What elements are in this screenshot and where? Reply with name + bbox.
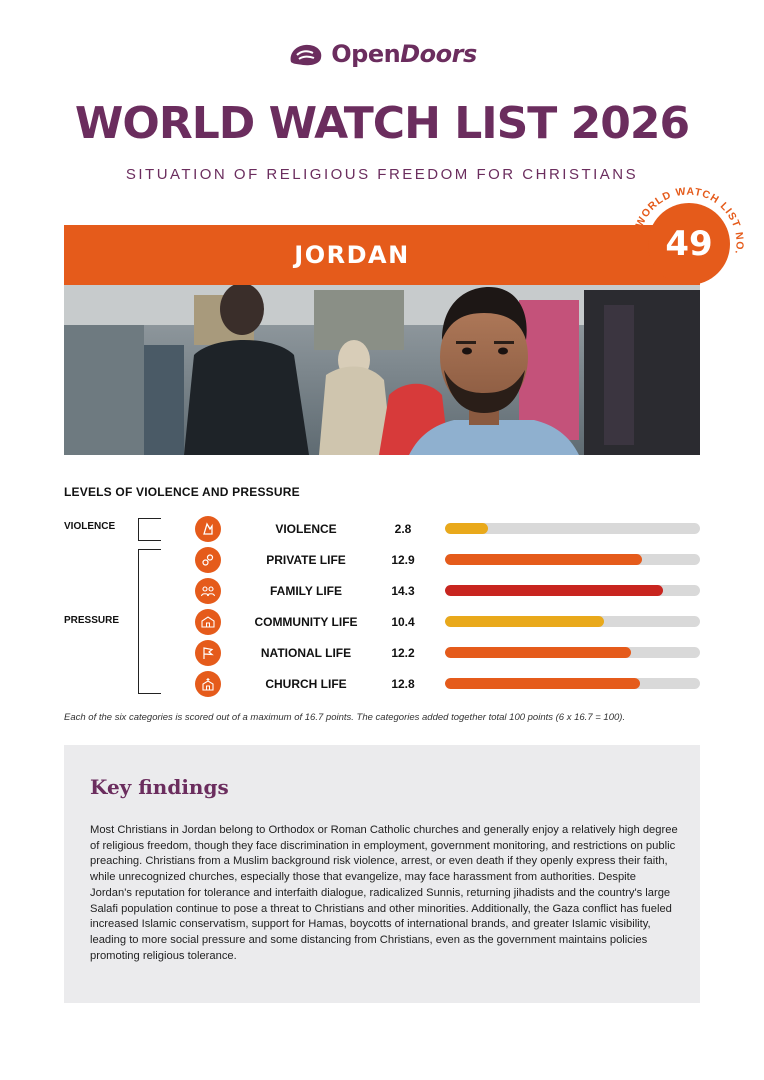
levels-title: LEVELS OF VIOLENCE AND PRESSURE bbox=[64, 485, 300, 499]
community-life-icon bbox=[195, 609, 221, 635]
level-label: FAMILY LIFE bbox=[269, 584, 342, 598]
violence-side-label: VIOLENCE bbox=[64, 521, 116, 532]
brand-name: OpenDoors bbox=[331, 40, 477, 68]
level-label: VIOLENCE bbox=[275, 522, 337, 536]
level-bar-track bbox=[445, 523, 700, 534]
church-life-icon bbox=[195, 671, 221, 697]
level-bar-track bbox=[445, 554, 700, 565]
pressure-side-label: PRESSURE bbox=[64, 615, 120, 626]
country-name: JORDAN bbox=[294, 241, 410, 269]
level-score: 12.9 bbox=[391, 553, 415, 567]
level-label: NATIONAL LIFE bbox=[260, 646, 352, 660]
rank-badge: WORLD WATCH LIST NO. 49 bbox=[628, 180, 744, 296]
level-label: PRIVATE LIFE bbox=[266, 553, 346, 567]
level-row-community-life: COMMUNITY LIFE 10.4 bbox=[0, 608, 764, 636]
level-row-violence: VIOLENCE 2.8 bbox=[0, 515, 764, 543]
level-score: 10.4 bbox=[391, 615, 415, 629]
level-bar-track bbox=[445, 647, 700, 658]
level-label: CHURCH LIFE bbox=[265, 677, 347, 691]
national-life-icon bbox=[195, 640, 221, 666]
page-title: WORLD WATCH LIST 2026 bbox=[74, 98, 690, 149]
country-banner: JORDAN bbox=[64, 225, 700, 285]
level-bar-fill bbox=[445, 647, 632, 658]
private-life-icon bbox=[195, 547, 221, 573]
level-bar-fill bbox=[445, 616, 604, 627]
level-bar-fill bbox=[445, 585, 664, 596]
violence-icon bbox=[195, 516, 221, 542]
level-label: COMMUNITY LIFE bbox=[254, 615, 358, 629]
level-score: 14.3 bbox=[391, 584, 415, 598]
level-score: 12.8 bbox=[391, 677, 415, 691]
level-row-private-life: PRIVATE LIFE 12.9 bbox=[0, 546, 764, 574]
level-bar-fill bbox=[445, 523, 488, 534]
level-bar-track bbox=[445, 616, 700, 627]
level-score: 2.8 bbox=[394, 522, 412, 536]
pressure-bracket bbox=[138, 549, 161, 694]
level-row-church-life: CHURCH LIFE 12.8 bbox=[0, 670, 764, 698]
rank-number: 49 bbox=[665, 224, 713, 264]
level-bar-fill bbox=[445, 678, 641, 689]
family-life-icon bbox=[195, 578, 221, 604]
scoring-footnote: Each of the six categories is scored out… bbox=[64, 712, 626, 723]
level-bar-fill bbox=[445, 554, 642, 565]
key-findings-text: Most Christians in Jordan belong to Orth… bbox=[90, 824, 678, 962]
open-doors-logo: OpenDoors bbox=[0, 40, 764, 73]
key-findings-title: Key findings bbox=[90, 775, 229, 799]
level-row-national-life: NATIONAL LIFE 12.2 bbox=[0, 639, 764, 667]
violence-bracket bbox=[138, 518, 161, 541]
level-score: 12.2 bbox=[391, 646, 415, 660]
brand-name-part1: Open bbox=[331, 40, 401, 68]
page-subtitle: SITUATION OF RELIGIOUS FREEDOM FOR CHRIS… bbox=[125, 166, 639, 183]
brand-name-part2: Doors bbox=[400, 40, 477, 68]
open-doors-logo-icon bbox=[290, 44, 322, 66]
level-bar-track bbox=[445, 678, 700, 689]
country-photo bbox=[64, 285, 700, 455]
key-findings-box: Key findings Most Christians in Jordan b… bbox=[64, 745, 700, 1003]
level-row-family-life: FAMILY LIFE 14.3 bbox=[0, 577, 764, 605]
level-bar-track bbox=[445, 585, 700, 596]
rank-circle: 49 bbox=[648, 203, 730, 285]
